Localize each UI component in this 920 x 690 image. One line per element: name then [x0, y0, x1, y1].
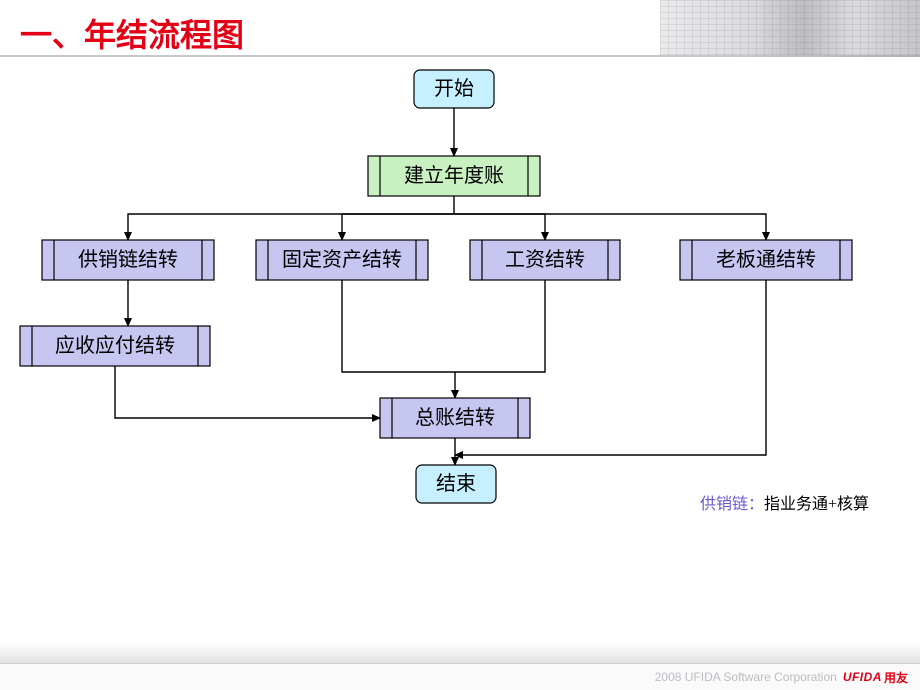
node-gdzc: 固定资产结转 — [256, 240, 428, 280]
node-label: 固定资产结转 — [282, 248, 402, 271]
node-lbt: 老板通结转 — [680, 240, 852, 280]
edge — [342, 214, 454, 240]
footer-copyright: 2008 UFIDA Software Corporation — [655, 670, 837, 684]
node-label: 开始 — [434, 77, 474, 100]
footer-brand-en: UFIDA — [843, 670, 882, 684]
edge — [454, 214, 766, 240]
node-setup: 建立年度账 — [368, 156, 540, 196]
flowchart-svg: 开始建立年度账供销链结转 固定资产结转 工资结转 老板通结转应收应付结转总账结转结束 — [0, 0, 920, 690]
node-ysyf: 应收应付结转 — [20, 326, 210, 366]
node-gz: 工资结转 — [470, 240, 620, 280]
node-label: 应收应付结转 — [55, 334, 175, 357]
legend-note: 供销链：指业务通+核算 — [700, 490, 869, 514]
footer-brand-cn: 用友 — [884, 669, 908, 686]
footer-shadow — [0, 642, 920, 664]
slide: 一、年结流程图 开始建立年度账供销链结转固定资产结转工资结转老板通结转应收应付结… — [0, 0, 920, 690]
edge — [454, 214, 545, 240]
edge — [342, 280, 455, 372]
node-label: 建立年度账 — [404, 164, 504, 187]
node-start: 开始 — [414, 70, 494, 108]
node-end: 结束 — [416, 465, 496, 503]
edge — [115, 366, 380, 418]
edge — [128, 214, 454, 240]
node-label: 工资结转 — [505, 248, 585, 271]
node-zz: 总账结转 — [380, 398, 530, 438]
node-gxl: 供销链结转 — [42, 240, 214, 280]
edge — [455, 280, 545, 372]
footer: 2008 UFIDA Software Corporation UFIDA 用友 — [0, 663, 920, 690]
legend-note-value: 指业务通+核算 — [764, 496, 869, 513]
nodes-group: 开始建立年度账供销链结转 固定资产结转 工资结转 老板通结转应收应付结转总账结转结束 — [20, 70, 852, 503]
node-label: 结束 — [436, 472, 476, 495]
node-label: 供销链结转 — [78, 248, 178, 271]
legend-note-key: 供销链： — [700, 496, 764, 513]
node-label: 总账结转 — [415, 406, 495, 429]
node-label: 老板通结转 — [716, 248, 816, 271]
